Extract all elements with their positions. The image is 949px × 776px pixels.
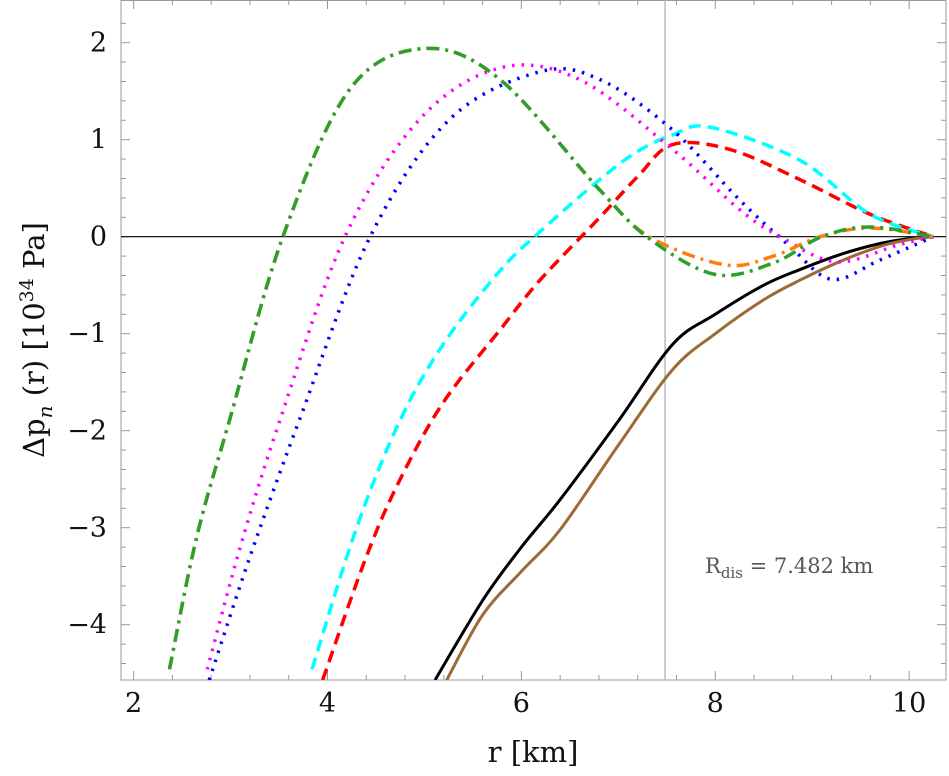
plot-frame (120, 0, 947, 681)
series-line-7 (167, 46, 934, 670)
series-line-1 (445, 235, 934, 680)
tick-labels: 2 4 6 8 10 −4 −3 −2 −1 0 1 2 (67, 28, 926, 719)
series-line-4 (207, 67, 935, 680)
x-tick-label: 4 (319, 688, 336, 719)
y-tick-label: −1 (67, 319, 107, 350)
x-tick-label: 8 (707, 688, 724, 719)
y-tick-label: 2 (90, 28, 107, 59)
y-tick-label: −3 (67, 513, 107, 544)
series-line-5 (205, 63, 934, 670)
y-tick-label: −4 (67, 610, 107, 641)
series-line-3 (310, 124, 934, 670)
series-line-2 (320, 140, 934, 680)
x-axis-label: r [km] (488, 735, 579, 769)
series-group (167, 46, 935, 680)
y-tick-label: −2 (67, 416, 107, 447)
x-tick-label: 10 (892, 688, 926, 719)
y-axis-label: Δpn (r) [1034 Pa] (16, 222, 57, 458)
annotation-rdis: Rdis = 7.482 km (705, 554, 873, 582)
series-line-0 (433, 235, 934, 680)
x-tick-label: 6 (513, 688, 530, 719)
reference-lines (121, 0, 946, 680)
x-tick-label: 2 (125, 688, 142, 719)
tick-marks (121, 0, 946, 680)
y-tick-label: 0 (90, 222, 107, 253)
y-tick-label: 1 (90, 125, 107, 156)
